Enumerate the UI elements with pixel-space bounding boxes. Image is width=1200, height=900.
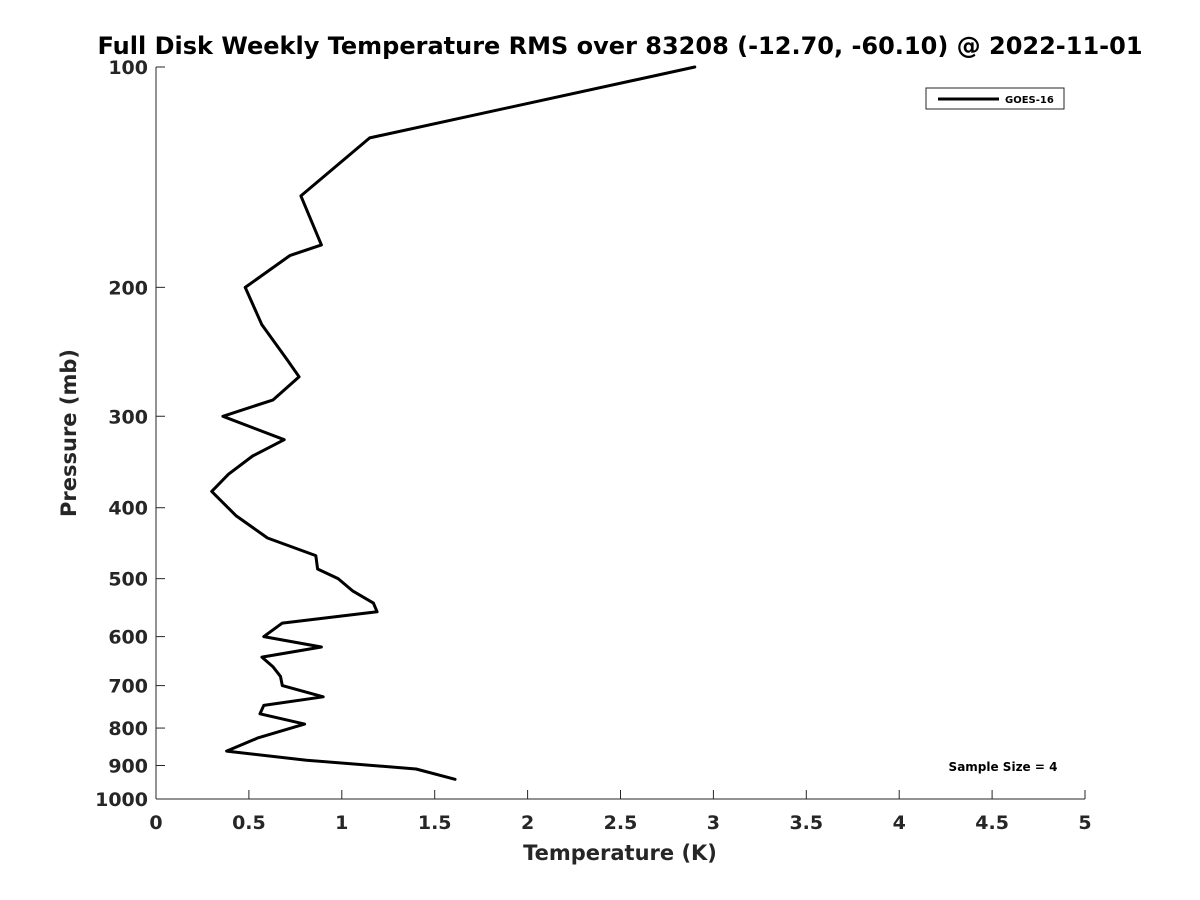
legend-label-goes-16: GOES-16 bbox=[1005, 95, 1054, 106]
x-tick-label: 5 bbox=[1078, 812, 1091, 834]
legend: GOES-16 bbox=[925, 87, 1065, 110]
y-ticks: 100 200 300 400 500 600 700 800 900 1000 bbox=[95, 57, 165, 811]
x-tick-label: 3.5 bbox=[789, 812, 823, 834]
series-layer bbox=[210, 65, 697, 781]
x-tick-label: 3 bbox=[707, 812, 720, 834]
y-tick-label: 1000 bbox=[95, 789, 148, 811]
x-tick-label: 2.5 bbox=[604, 812, 638, 834]
x-tick-label: 4 bbox=[893, 812, 906, 834]
y-tick-label: 400 bbox=[108, 498, 148, 520]
x-axis-label: Temperature (K) bbox=[523, 841, 717, 865]
y-tick-label: 500 bbox=[108, 569, 148, 591]
y-tick-label: 600 bbox=[108, 627, 148, 649]
y-tick-label: 700 bbox=[108, 676, 148, 698]
y-axis-label: Pressure (mb) bbox=[57, 349, 81, 517]
x-ticks: 0 0.5 1 1.5 2 2.5 3 3.5 4 4.5 5 bbox=[149, 790, 1092, 834]
x-tick-label: 2 bbox=[521, 812, 534, 834]
x-tick-label: 0.5 bbox=[232, 812, 266, 834]
y-tick-label: 100 bbox=[108, 57, 148, 79]
x-tick-label: 4.5 bbox=[975, 812, 1009, 834]
plot-area: 0 0.5 1 1.5 2 2.5 3 3.5 4 4.5 5 100 200 300 400 500 600… bbox=[95, 57, 1092, 834]
y-tick-label: 300 bbox=[108, 406, 148, 428]
x-tick-label: 1.5 bbox=[418, 812, 452, 834]
series-line-goes-16 bbox=[210, 65, 697, 781]
y-tick-label: 900 bbox=[108, 756, 148, 778]
chart-title: Full Disk Weekly Temperature RMS over 83… bbox=[97, 32, 1142, 60]
sample-size-annotation: Sample Size = 4 bbox=[949, 760, 1058, 774]
y-tick-label: 200 bbox=[108, 277, 148, 299]
x-tick-label: 0 bbox=[149, 812, 162, 834]
y-tick-label: 800 bbox=[108, 718, 148, 740]
x-tick-label: 1 bbox=[335, 812, 348, 834]
